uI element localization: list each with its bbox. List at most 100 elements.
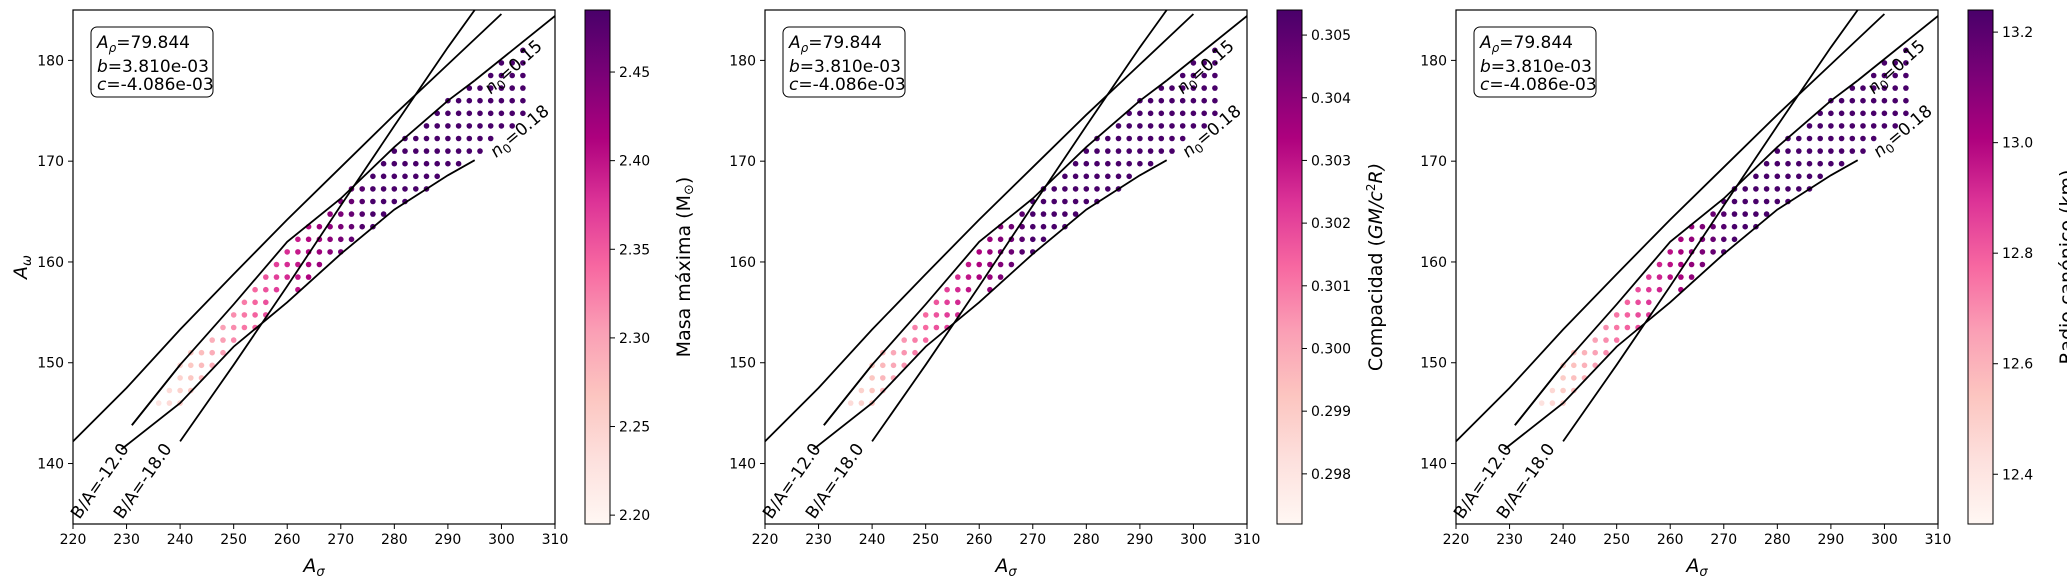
x-tick-label: 230: [1496, 532, 1523, 548]
data-point: [869, 375, 875, 381]
data-point: [188, 362, 194, 369]
x-tick-label: 260: [966, 532, 993, 548]
data-point: [1179, 110, 1186, 117]
data-point: [520, 60, 526, 66]
data-point: [273, 274, 280, 280]
colorbar-tick-label: 2.30: [619, 331, 650, 347]
data-point: [1051, 186, 1057, 192]
data-point: [1190, 85, 1197, 91]
data-point: [1190, 97, 1197, 104]
colorbar-label: Radio canónico (km): [2056, 170, 2067, 365]
data-point: [1688, 236, 1695, 243]
curves: [1456, 10, 1938, 451]
parameter-box-frame: [782, 26, 906, 98]
data-point: [1105, 148, 1111, 154]
data-point: [1796, 173, 1802, 180]
colorbar-gradient: [584, 9, 611, 525]
data-point: [1613, 337, 1620, 343]
data-point: [1030, 211, 1036, 217]
data-point: [1753, 211, 1759, 217]
data-point: [1838, 148, 1845, 154]
data-point: [1881, 85, 1888, 91]
data-point: [1731, 223, 1738, 230]
data-point: [370, 173, 376, 180]
data-point: [1667, 274, 1673, 280]
data-point: [434, 173, 441, 180]
x-tick-label: 300: [488, 532, 515, 548]
data-point: [338, 223, 344, 230]
data-point: [509, 72, 515, 79]
data-point: [348, 198, 355, 205]
data-point: [263, 286, 269, 293]
data-point: [1849, 110, 1856, 117]
data-point: [305, 236, 312, 243]
curve-n0-015: [1514, 79, 1859, 426]
colorbar: 12.4 12.6 12.8 13.0 13.2 Radio canónico (km): [1967, 9, 2067, 525]
data-point: [230, 324, 237, 331]
data-point: [1581, 349, 1588, 356]
data-point: [327, 211, 333, 217]
x-tick-label: 310: [1925, 532, 1952, 548]
param-c: c=-4.086e-03: [789, 75, 906, 95]
colorbar-tick-label: 2.20: [619, 508, 650, 524]
x-tick-label: 290: [435, 532, 462, 548]
y-tick-label: 140: [1420, 457, 1447, 473]
data-point: [1212, 72, 1218, 79]
data-point: [901, 337, 907, 343]
data-point: [1147, 148, 1154, 154]
data-point: [1892, 97, 1898, 104]
data-point: [1828, 148, 1834, 154]
data-point: [1105, 135, 1111, 142]
data-point: [1860, 123, 1866, 129]
data-point: [1635, 286, 1641, 293]
x-tick-label: 280: [1764, 532, 1791, 548]
data-point: [1838, 123, 1845, 129]
data-point: [509, 110, 515, 117]
data-point: [391, 186, 398, 192]
colorbar-tick-label: 2.45: [619, 65, 650, 81]
data-point: [1699, 261, 1706, 268]
data-point: [1870, 123, 1877, 129]
colorbar-tick-label: 0.303: [1311, 153, 1351, 169]
data-point: [402, 173, 408, 180]
y-tick-label: 150: [37, 356, 64, 372]
data-point: [1785, 148, 1791, 154]
data-point: [1062, 186, 1068, 192]
data-point: [166, 387, 173, 394]
data-point: [1806, 123, 1813, 129]
colorbar-tick-label: 0.304: [1311, 91, 1351, 107]
data-point: [423, 135, 430, 142]
data-point: [965, 261, 972, 268]
data-point: [1169, 148, 1175, 154]
y-tick-label: 140: [729, 457, 756, 473]
data-point: [1860, 85, 1866, 91]
data-point: [1624, 324, 1631, 331]
data-point: [1115, 123, 1122, 129]
data-point: [1699, 249, 1706, 255]
data-point: [1592, 337, 1598, 343]
x-tick-label: 220: [752, 532, 779, 548]
data-point: [198, 349, 205, 356]
data-point: [1796, 135, 1802, 142]
data-point: [1105, 186, 1111, 192]
data-point: [391, 148, 398, 154]
x-tick-label: 270: [327, 532, 354, 548]
data-point: [241, 324, 248, 331]
data-point: [1603, 337, 1609, 343]
data-point: [155, 400, 162, 406]
data-point: [1137, 148, 1143, 154]
data-point: [284, 261, 291, 268]
data-point: [359, 198, 366, 205]
data-point: [1201, 60, 1207, 66]
axes-frame: [764, 9, 1248, 525]
data-point: [1538, 400, 1545, 406]
data-point: [1763, 198, 1770, 205]
data-point: [1169, 110, 1175, 117]
data-point: [1169, 123, 1175, 129]
data-point: [230, 337, 237, 343]
param-b: b=3.810e-03: [97, 57, 209, 77]
data-point: [1892, 123, 1898, 129]
curve-n0-015: [131, 79, 476, 426]
data-point: [1624, 312, 1631, 318]
data-point: [922, 337, 929, 343]
